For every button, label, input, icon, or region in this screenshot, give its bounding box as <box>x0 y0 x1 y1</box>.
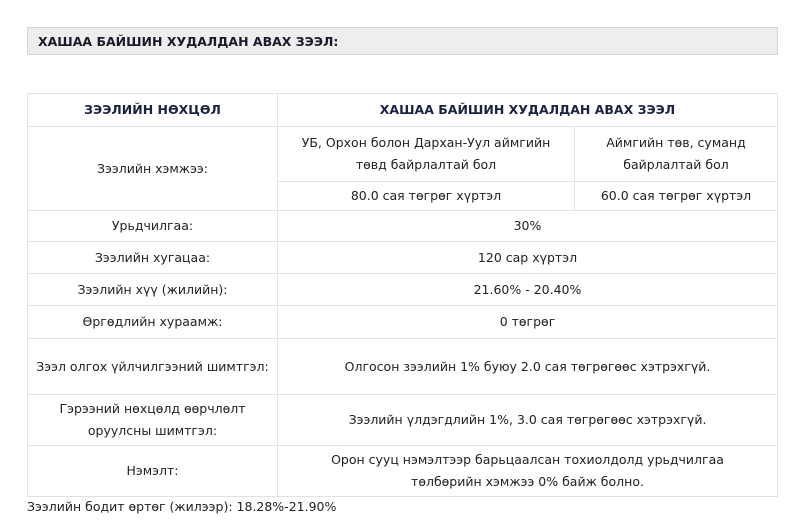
amount-b: 60.0 сая төгрөг хүртэл <box>574 181 778 211</box>
row-value: 0 төгрөг <box>277 305 778 339</box>
row-value: Орон сууц нэмэлтээр барьцаалсан тохиолдо… <box>277 445 778 497</box>
table-header-row: ЗЭЭЛИЙН НӨХЦӨЛ ХАШАА БАЙШИН ХУДАЛДАН АВА… <box>27 93 778 127</box>
table-row: Зээлийн хэмжээ: УБ, Орхон болон Дархан-У… <box>27 126 778 211</box>
row-value: 30% <box>277 210 778 242</box>
table-row: Өргөдлийн хураамж: 0 төгрөг <box>27 305 778 339</box>
loan-size-label: Зээлийн хэмжээ: <box>27 126 278 211</box>
row-label: Зээл олгох үйлчилгээний шимтгэл: <box>27 338 278 395</box>
row-label: Нэмэлт: <box>27 445 278 497</box>
header-loan: ХАШАА БАЙШИН ХУДАЛДАН АВАХ ЗЭЭЛ <box>277 93 778 127</box>
row-value: Зээлийн үлдэгдлийн 1%, 3.0 сая төгрөгөөс… <box>277 394 778 446</box>
row-value: Олгосон зээлийн 1% буюу 2.0 сая төгрөгөө… <box>277 338 778 395</box>
table-row: Зээл олгох үйлчилгээний шимтгэл: Олгосон… <box>27 338 778 395</box>
row-value: 120 сар хүртэл <box>277 241 778 274</box>
location-a: УБ, Орхон болон Дархан-Уул аймгийн төвд … <box>277 126 575 182</box>
amount-a: 80.0 сая төгрөг хүртэл <box>277 181 575 211</box>
location-b: Аймгийн төв, суманд байрлалтай бол <box>574 126 778 182</box>
table-row: Зээлийн хугацаа: 120 сар хүртэл <box>27 241 778 274</box>
table-row: Нэмэлт: Орон сууц нэмэлтээр барьцаалсан … <box>27 445 778 497</box>
row-label: Гэрээний нөхцөлд өөрчлөлт оруулсны шимтг… <box>27 394 278 446</box>
row-label: Урьдчилгаа: <box>27 210 278 242</box>
table-row: Урьдчилгаа: 30% <box>27 210 778 242</box>
footer-note: Зээлийн бодит өртөг (жилээр): 18.28%-21.… <box>27 499 337 514</box>
table-row: Гэрээний нөхцөлд өөрчлөлт оруулсны шимтг… <box>27 394 778 446</box>
header-conditions: ЗЭЭЛИЙН НӨХЦӨЛ <box>27 93 278 127</box>
table-row: Зээлийн хүү (жилийн): 21.60% - 20.40% <box>27 273 778 306</box>
row-label: Зээлийн хүү (жилийн): <box>27 273 278 306</box>
row-label: Зээлийн хугацаа: <box>27 241 278 274</box>
loan-terms-table: ЗЭЭЛИЙН НӨХЦӨЛ ХАШАА БАЙШИН ХУДАЛДАН АВА… <box>27 93 778 497</box>
section-title: ХАШАА БАЙШИН ХУДАЛДАН АВАХ ЗЭЭЛ: <box>27 27 778 55</box>
row-label: Өргөдлийн хураамж: <box>27 305 278 339</box>
row-value: 21.60% - 20.40% <box>277 273 778 306</box>
table-row: 80.0 сая төгрөг хүртэл 60.0 сая төгрөг х… <box>28 181 778 211</box>
